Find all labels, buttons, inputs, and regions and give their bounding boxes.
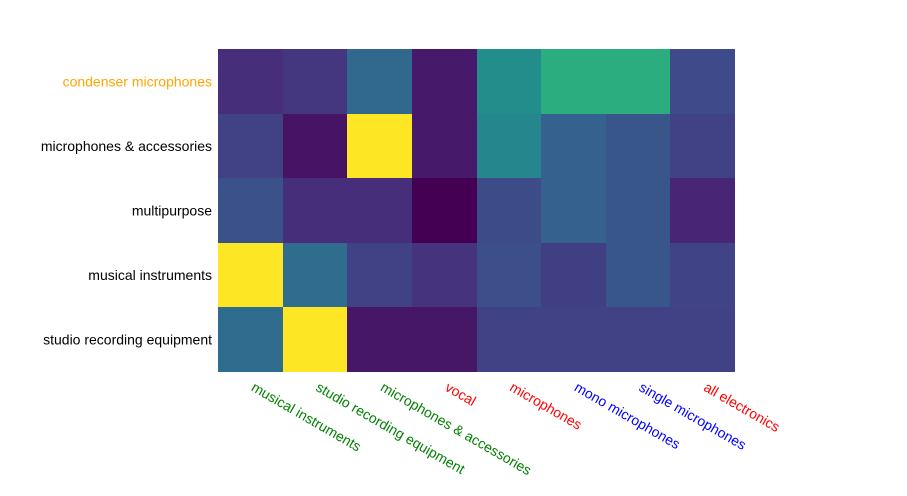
- heatmap-cell: [606, 114, 670, 178]
- heatmap-cell: [606, 243, 670, 307]
- heatmap-cell: [218, 243, 283, 307]
- x-tick-label: single microphones: [637, 379, 749, 453]
- heatmap-cell: [606, 178, 670, 243]
- y-axis-labels: condenser microphones microphones & acces…: [41, 73, 212, 347]
- x-tick-label: mono microphones: [572, 379, 683, 452]
- x-tick-label: vocal: [443, 379, 479, 409]
- x-tick-label: microphones: [507, 379, 584, 433]
- heatmap-cell: [541, 114, 606, 178]
- heatmap-cell: [347, 307, 412, 372]
- heatmap-cell: [477, 114, 541, 178]
- y-tick-label: multipurpose: [132, 203, 212, 219]
- heatmap-cell: [477, 49, 541, 114]
- heatmap-cell: [283, 243, 347, 307]
- heatmap-cell: [670, 307, 735, 372]
- heatmap-cell: [412, 243, 477, 307]
- y-tick-label: studio recording equipment: [43, 332, 212, 348]
- y-tick-label: musical instruments: [88, 267, 212, 283]
- heatmap-cell: [283, 114, 347, 178]
- heatmap-cell: [347, 114, 412, 178]
- heatmap-cell: [477, 307, 541, 372]
- heatmap-cell: [541, 307, 606, 372]
- heatmap-cell: [218, 49, 283, 114]
- heatmap-cell: [412, 178, 477, 243]
- heatmap-cell: [412, 114, 477, 178]
- heatmap-cell: [541, 49, 606, 114]
- heatmap-cell: [477, 178, 541, 243]
- heatmap-cell: [541, 178, 606, 243]
- heatmap-cell: [218, 114, 283, 178]
- heatmap-cells: [218, 49, 735, 372]
- heatmap-cell: [283, 307, 347, 372]
- heatmap-cell: [412, 49, 477, 114]
- heatmap-cell: [218, 307, 283, 372]
- heatmap-cell: [477, 243, 541, 307]
- heatmap-cell: [670, 49, 735, 114]
- y-tick-label: microphones & accessories: [41, 138, 212, 154]
- heatmap-cell: [541, 243, 606, 307]
- heatmap-cell: [283, 49, 347, 114]
- heatmap-cell: [218, 178, 283, 243]
- heatmap-cell: [606, 307, 670, 372]
- x-tick-label: musical instruments: [249, 379, 364, 455]
- heatmap-cell: [606, 49, 670, 114]
- heatmap-cell: [412, 307, 477, 372]
- heatmap-cell: [347, 49, 412, 114]
- heatmap-cell: [670, 178, 735, 243]
- y-tick-label: condenser microphones: [63, 73, 212, 89]
- heatmap-cell: [347, 178, 412, 243]
- heatmap-cell: [670, 114, 735, 178]
- heatmap-cell: [283, 178, 347, 243]
- heatmap-cell: [670, 243, 735, 307]
- heatmap-cell: [347, 243, 412, 307]
